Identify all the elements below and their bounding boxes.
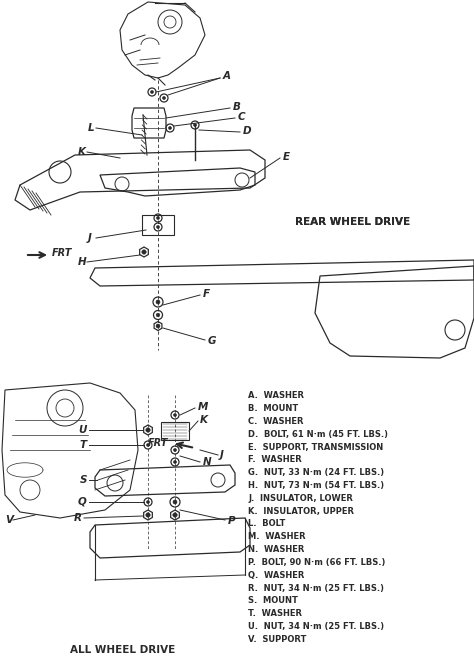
Text: S.  MOUNT: S. MOUNT [248,596,298,605]
Text: T: T [80,440,87,450]
Text: L: L [88,123,95,133]
Text: M.  WASHER: M. WASHER [248,532,306,542]
Text: L.  BOLT: L. BOLT [248,520,285,528]
Text: K: K [78,147,86,157]
Text: C.  WASHER: C. WASHER [248,417,303,426]
Text: K.  INSULATOR, UPPER: K. INSULATOR, UPPER [248,507,354,516]
Circle shape [156,216,159,220]
Circle shape [173,449,176,451]
Text: U: U [79,425,87,435]
Circle shape [146,501,149,503]
Text: J: J [220,450,224,460]
Text: E: E [283,152,290,162]
Text: F.  WASHER: F. WASHER [248,455,302,465]
Text: N: N [203,457,211,467]
Text: M: M [198,402,209,412]
Circle shape [156,226,159,228]
Circle shape [146,513,150,517]
Text: Q: Q [78,497,87,507]
Text: E.  SUPPORT, TRANSMISSION: E. SUPPORT, TRANSMISSION [248,443,383,451]
Text: K: K [200,415,208,425]
Text: D.  BOLT, 61 N·m (45 FT. LBS.): D. BOLT, 61 N·m (45 FT. LBS.) [248,430,388,439]
Text: P.  BOLT, 90 N·m (66 FT. LBS.): P. BOLT, 90 N·m (66 FT. LBS.) [248,558,385,567]
Text: G: G [208,336,217,346]
Text: FRT: FRT [52,248,73,258]
Text: REAR WHEEL DRIVE: REAR WHEEL DRIVE [295,217,410,227]
Circle shape [193,124,197,126]
Circle shape [168,126,172,130]
Text: REAR WHEEL DRIVE: REAR WHEEL DRIVE [295,217,410,227]
Text: J.  INSULATOR, LOWER: J. INSULATOR, LOWER [248,494,353,503]
Circle shape [151,91,154,93]
Text: A.  WASHER: A. WASHER [248,392,304,401]
Circle shape [146,428,150,432]
Circle shape [142,250,146,254]
Text: S: S [80,475,87,485]
Circle shape [173,500,177,504]
Text: A: A [223,71,231,81]
Circle shape [146,443,149,447]
Text: D: D [243,126,252,136]
Text: G.  NUT, 33 N·m (24 FT. LBS.): G. NUT, 33 N·m (24 FT. LBS.) [248,468,384,477]
Text: R.  NUT, 34 N·m (25 FT. LBS.): R. NUT, 34 N·m (25 FT. LBS.) [248,584,384,592]
Text: B.  MOUNT: B. MOUNT [248,404,298,413]
Circle shape [163,97,165,99]
Text: N.  WASHER: N. WASHER [248,545,304,554]
Text: ALL WHEEL DRIVE: ALL WHEEL DRIVE [70,645,175,655]
Text: P: P [228,516,236,526]
Text: J: J [88,233,92,243]
Text: V.  SUPPORT: V. SUPPORT [248,635,306,644]
Circle shape [156,324,160,328]
Text: H.  NUT, 73 N·m (54 FT. LBS.): H. NUT, 73 N·m (54 FT. LBS.) [248,481,384,490]
Circle shape [173,513,177,517]
Text: FRT: FRT [148,438,168,448]
Text: H: H [78,257,87,267]
Text: V: V [5,515,13,525]
Text: F: F [203,289,210,299]
Circle shape [156,300,160,304]
Text: T.  WASHER: T. WASHER [248,609,302,618]
Text: Q.  WASHER: Q. WASHER [248,570,304,580]
Circle shape [173,461,176,463]
Text: C: C [238,112,246,122]
Text: R: R [74,513,82,523]
Circle shape [156,313,160,316]
Circle shape [173,413,176,417]
Text: B: B [233,102,241,112]
Text: U.  NUT, 34 N·m (25 FT. LBS.): U. NUT, 34 N·m (25 FT. LBS.) [248,622,384,631]
